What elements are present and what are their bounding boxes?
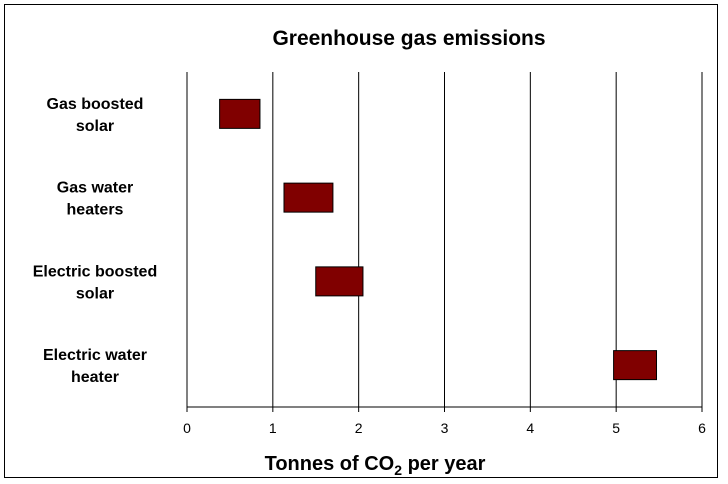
bar-1 [283,182,334,213]
category-label-0-line-1: solar [76,118,114,135]
bar-3 [613,350,658,381]
category-label-1-line-1: heaters [67,202,124,219]
bars [219,98,658,381]
category-label-1-line-0: Gas water [57,180,133,197]
category-label-2-line-1: solar [76,285,114,302]
x-tick-label-1: 1 [269,420,277,436]
category-label-3-line-0: Electric water [43,347,147,364]
bar-2 [315,266,364,297]
chart-title: Greenhouse gas emissions [272,27,545,50]
bar-0 [219,98,261,129]
x-axis-label: Tonnes of CO2 per year [265,453,486,478]
category-labels: Gas boosted solar Gas water heaters Electric… [33,96,157,386]
category-label-3-line-1: heater [71,369,119,386]
category-label-2: Electric boosted solar [33,263,157,302]
grid-lines [272,72,703,407]
x-tick-label-5: 5 [612,420,620,436]
x-tick-label-0: 0 [183,420,191,436]
x-tick-label-3: 3 [441,420,449,436]
x-axis-label-suffix: per year [402,453,486,475]
x-tick-label-4: 4 [526,420,534,436]
x-tick-labels: 0 1 2 3 4 5 6 [183,407,706,436]
x-tick-label-6: 6 [698,420,706,436]
category-label-0-line-0: Gas boosted [47,96,144,113]
x-tick-label-2: 2 [355,420,363,436]
x-axis-label-subscript: 2 [394,462,402,478]
category-label-0: Gas boosted solar [47,96,144,135]
category-label-3: Electric water heater [43,347,147,386]
category-label-1: Gas water heaters [57,180,133,219]
category-label-2-line-0: Electric boosted [33,263,157,280]
x-axis-label-prefix: Tonnes of CO [265,453,395,475]
